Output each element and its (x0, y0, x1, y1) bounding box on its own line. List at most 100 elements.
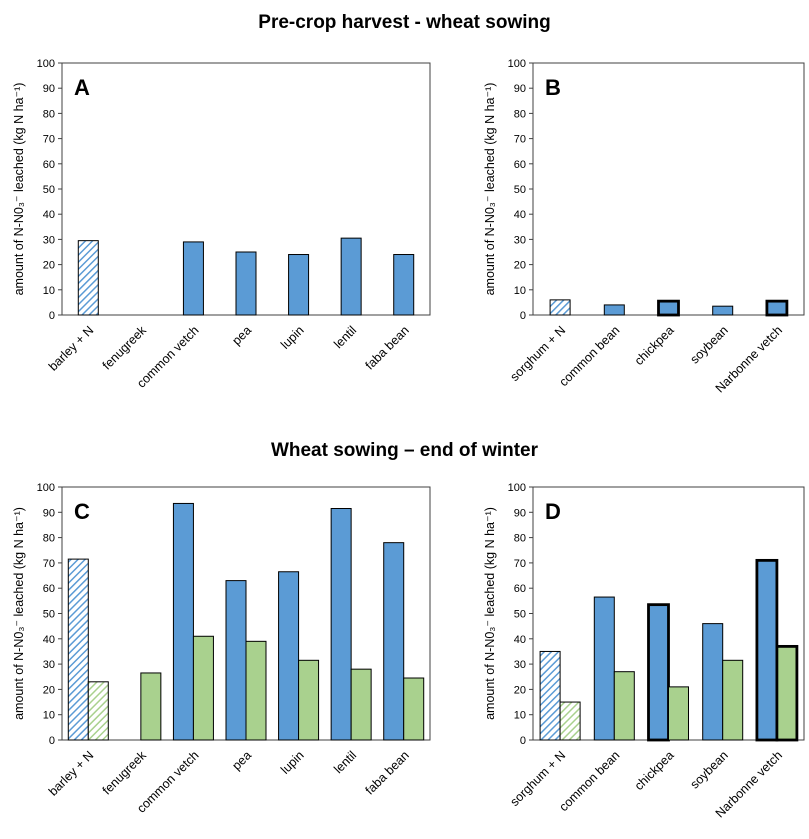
y-tick-label: 20 (43, 260, 55, 272)
bar-blue (278, 571, 300, 741)
y-tick-label: 60 (514, 583, 526, 595)
y-tick-label: 90 (43, 83, 55, 95)
y-tick-label: 30 (43, 659, 55, 671)
y-tick-label: 100 (37, 58, 55, 70)
bar-green (192, 635, 214, 741)
y-tick-label: 90 (514, 507, 526, 519)
bar-green (559, 701, 581, 741)
bar-green (668, 686, 689, 741)
y-tick-label: 80 (514, 108, 526, 120)
y-tick-label: 0 (49, 310, 55, 322)
x-tick-label: pea (229, 323, 254, 348)
x-tick-label: faba bean (363, 323, 412, 372)
x-tick-label: chickpea (632, 748, 677, 793)
bar-green (350, 668, 372, 741)
bar-green (245, 640, 267, 741)
bar-blue (702, 623, 724, 741)
y-tick-label: 10 (43, 285, 55, 297)
section-title-top: Pre-crop harvest - wheat sowing (258, 12, 551, 33)
y-tick-label: 80 (43, 108, 55, 120)
y-tick-label: 80 (43, 533, 55, 545)
y-tick-label: 70 (514, 134, 526, 146)
bar-green (403, 677, 425, 741)
x-tick-label: soybean (688, 748, 731, 791)
bar-blue (755, 558, 779, 742)
x-tick-label: sorghum + N (507, 748, 568, 809)
y-tick-label: 30 (514, 659, 526, 671)
bar-blue (288, 254, 310, 316)
y-tick-label: 30 (43, 234, 55, 246)
y-tick-label: 20 (514, 684, 526, 696)
chart-panel-A: 0 10 20 30 40 50 60 70 80 90 100 amount of N-N0₃⁻ l… (12, 58, 431, 391)
bar-blue (603, 304, 625, 316)
bar-blue (593, 596, 615, 741)
x-tick-label: fenugreek (100, 323, 150, 373)
chart-panel-D: 0 10 20 30 40 50 60 70 80 90 100 amount of N-N0₃⁻ l… (483, 482, 805, 821)
x-tick-label: lupin (278, 323, 307, 352)
bar-blue (77, 240, 99, 316)
x-tick-label: lentil (331, 323, 359, 351)
y-tick-label: 40 (514, 209, 526, 221)
y-tick-label: 70 (43, 558, 55, 570)
y-tick-label: 50 (43, 609, 55, 621)
panel-label: A (74, 75, 90, 100)
y-tick-label: 0 (520, 735, 526, 747)
bar-blue (330, 508, 352, 741)
y-tick-label: 90 (43, 507, 55, 519)
y-tick-label: 60 (43, 159, 55, 171)
x-tick-label: barley + N (46, 748, 96, 798)
bar-green (140, 672, 162, 741)
y-tick-label: 20 (43, 684, 55, 696)
y-tick-label: 30 (514, 234, 526, 246)
bar-green (613, 671, 635, 741)
bar-blue (647, 603, 670, 742)
x-tick-label: faba bean (363, 748, 412, 797)
y-tick-label: 20 (514, 260, 526, 272)
section-title-bottom: Wheat sowing – end of winter (270, 440, 539, 461)
chart-panel-C: 0 10 20 30 40 50 60 70 80 90 100 amount of N-N0₃⁻ l… (12, 482, 431, 816)
y-tick-label: 50 (514, 609, 526, 621)
y-axis-label: amount of N-N0₃⁻ leached (kg N ha⁻¹) (12, 83, 26, 296)
x-tick-label: barley + N (46, 323, 96, 373)
y-tick-label: 100 (508, 482, 526, 494)
bar-blue (539, 650, 561, 741)
chart-panel-B: 0 10 20 30 40 50 60 70 80 90 100 amount of N-N0₃⁻ l… (483, 58, 805, 396)
bar-green (722, 659, 744, 741)
y-tick-label: 10 (514, 285, 526, 297)
panel-label: D (545, 499, 561, 524)
bar-blue (712, 305, 734, 316)
y-tick-label: 10 (514, 710, 526, 722)
y-tick-label: 100 (37, 482, 55, 494)
y-tick-label: 10 (43, 710, 55, 722)
y-tick-label: 70 (43, 134, 55, 146)
bar-blue (225, 580, 247, 741)
y-tick-label: 40 (514, 634, 526, 646)
bar-blue (657, 299, 680, 317)
bar-green (87, 681, 109, 741)
bar-blue (340, 237, 362, 316)
y-tick-label: 50 (43, 184, 55, 196)
y-tick-label: 60 (43, 583, 55, 595)
x-tick-label: sorghum + N (507, 323, 568, 384)
y-tick-label: 50 (514, 184, 526, 196)
bar-blue (765, 299, 789, 317)
bar-blue (549, 299, 571, 316)
y-tick-label: 100 (508, 58, 526, 70)
bar-blue (383, 542, 405, 741)
y-axis-label: amount of N-N0₃⁻ leached (kg N ha⁻¹) (483, 507, 497, 720)
bar-blue (235, 251, 257, 316)
bar-blue (67, 558, 89, 741)
y-tick-label: 90 (514, 83, 526, 95)
x-tick-label: fenugreek (100, 748, 150, 798)
x-tick-label: chickpea (632, 323, 677, 368)
x-tick-label: soybean (688, 323, 731, 366)
bar-blue (172, 502, 194, 741)
y-tick-label: 40 (43, 634, 55, 646)
y-tick-label: 0 (520, 310, 526, 322)
y-axis-label: amount of N-N0₃⁻ leached (kg N ha⁻¹) (483, 83, 497, 296)
x-tick-label: pea (229, 748, 254, 773)
x-tick-label: lupin (278, 748, 307, 777)
bar-blue (393, 254, 415, 316)
panel-label: B (545, 75, 561, 100)
